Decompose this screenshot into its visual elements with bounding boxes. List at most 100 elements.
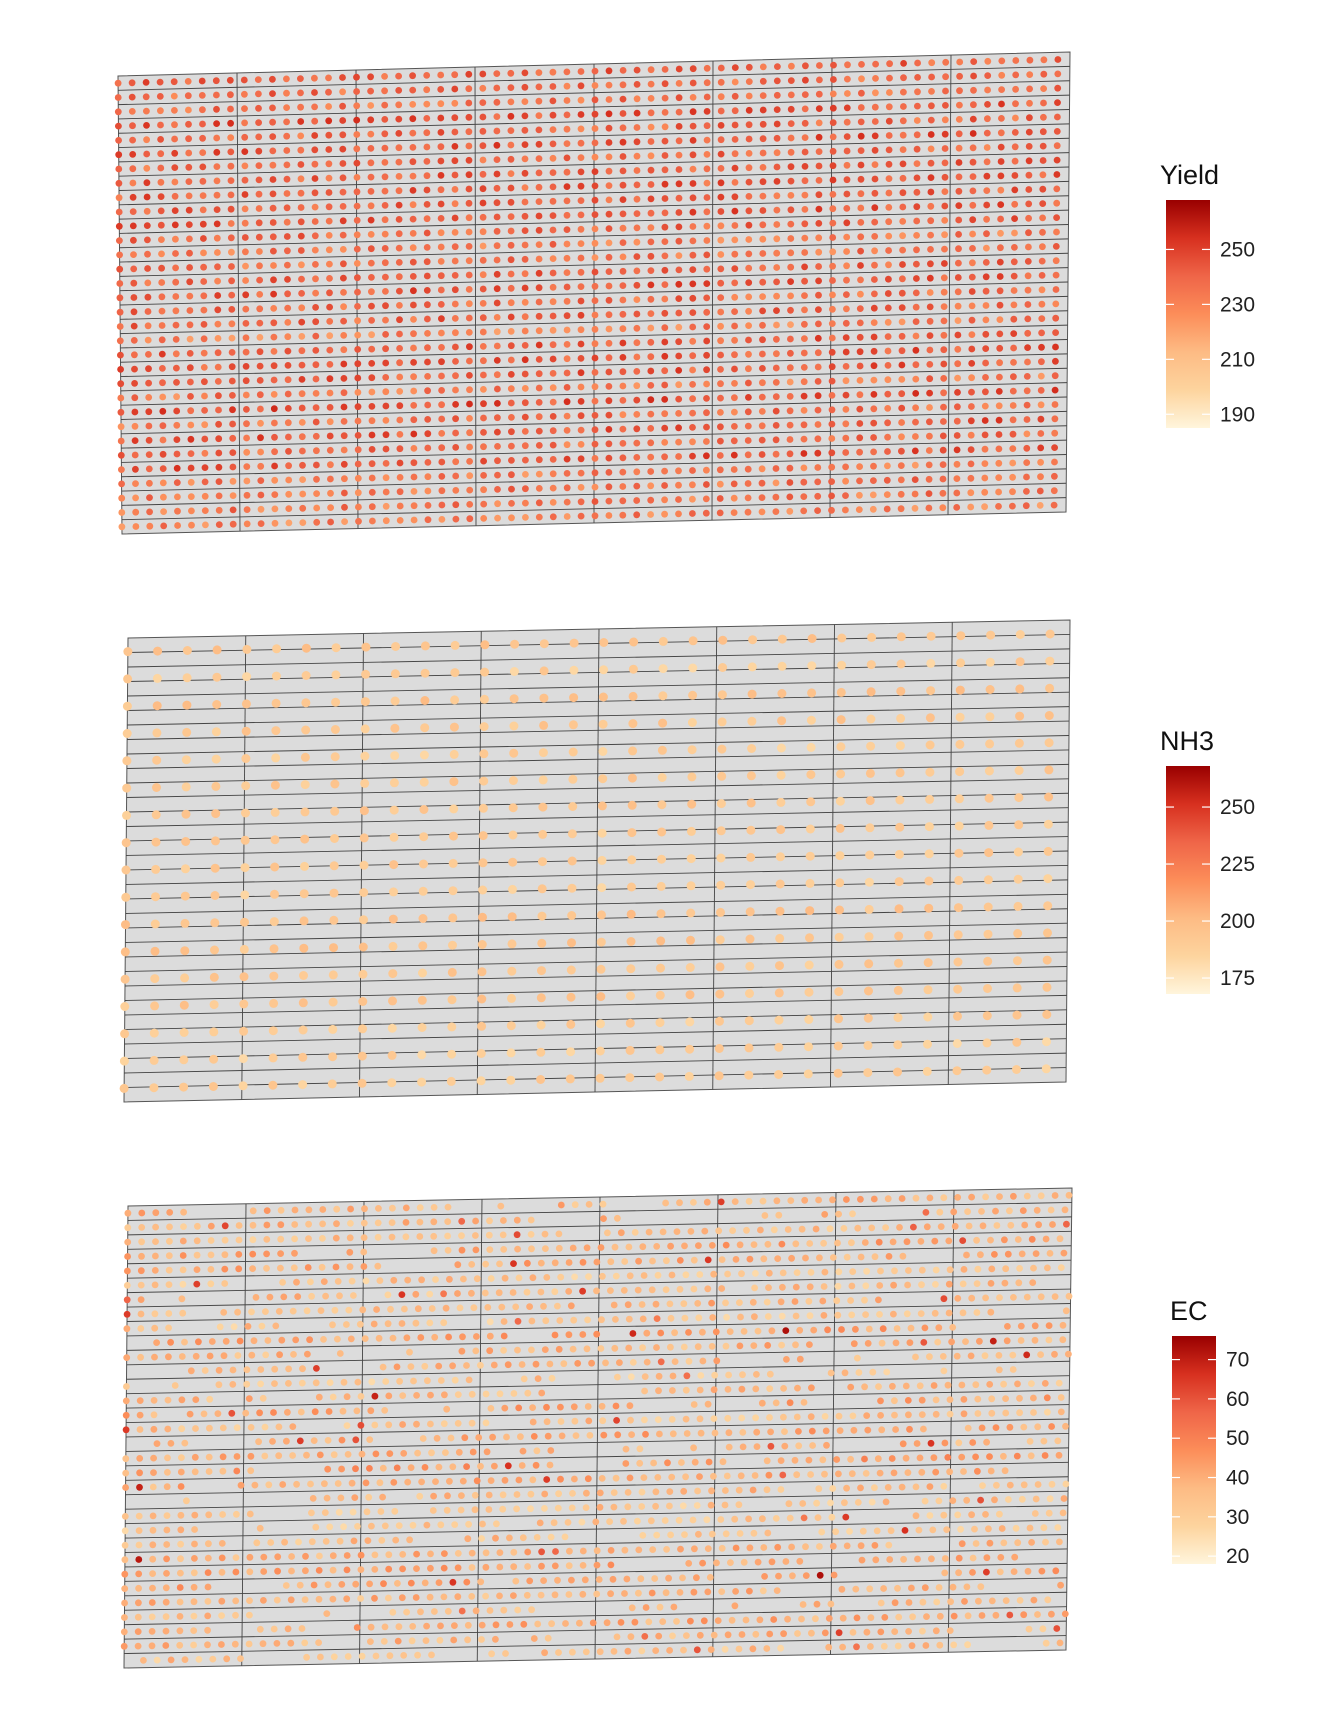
data-point (443, 1405, 451, 1413)
data-point (742, 1616, 750, 1624)
data-point (285, 490, 293, 498)
data-point (717, 337, 724, 345)
data-point (239, 944, 249, 954)
data-point (281, 1538, 288, 1546)
data-point (808, 1427, 816, 1435)
data-point (855, 506, 863, 513)
data-point (368, 431, 376, 439)
data-point (508, 485, 515, 493)
data-point (717, 380, 724, 388)
data-point (206, 1352, 214, 1360)
data-point (269, 161, 277, 169)
data-point (1000, 1452, 1007, 1460)
data-point (675, 438, 682, 446)
data-point (731, 164, 739, 172)
data-point (703, 151, 711, 158)
data-point (992, 1424, 1000, 1431)
data-point (704, 1400, 712, 1408)
data-point (885, 103, 893, 111)
data-point (187, 464, 195, 472)
data-point (896, 686, 906, 696)
data-point (657, 1358, 665, 1366)
data-point (619, 110, 627, 117)
data-point (437, 186, 445, 194)
data-point (387, 1078, 397, 1088)
data-point (198, 92, 206, 99)
data-point (477, 1578, 485, 1586)
legend-tick-label: 70 (1226, 1349, 1249, 1372)
data-point (398, 1291, 406, 1298)
data-point (787, 206, 795, 214)
data-point (758, 508, 766, 516)
data-point (661, 166, 669, 174)
grid-row-line (121, 468, 1067, 492)
data-point (597, 855, 607, 865)
data-point (731, 380, 738, 387)
data-point (465, 257, 473, 265)
data-point (675, 209, 683, 216)
data-point (358, 969, 368, 979)
data-point (368, 503, 376, 511)
data-point (192, 1396, 200, 1403)
data-point (290, 1264, 298, 1272)
data-point (745, 307, 752, 315)
data-point (285, 433, 292, 441)
data-point (680, 1343, 688, 1351)
data-point (577, 469, 585, 477)
data-point (689, 510, 696, 517)
data-point (465, 228, 473, 236)
data-point (551, 1259, 559, 1267)
data-point (871, 204, 879, 212)
data-point (689, 467, 696, 474)
data-point (779, 1283, 786, 1291)
data-point (422, 1637, 430, 1644)
data-point (647, 396, 655, 404)
data-point (451, 257, 459, 265)
data-point (479, 84, 487, 92)
data-point (745, 1198, 753, 1205)
data-point (996, 359, 1003, 367)
data-point (815, 105, 823, 112)
data-point (806, 770, 816, 780)
data-point (214, 249, 221, 256)
data-point (315, 1639, 322, 1646)
data-point (330, 752, 340, 762)
data-point (123, 1296, 131, 1304)
data-point (772, 422, 780, 429)
data-point (271, 419, 278, 427)
data-point (577, 326, 585, 334)
data-point (577, 96, 585, 104)
data-point (298, 1080, 308, 1090)
data-point (358, 1024, 368, 1034)
data-point (731, 322, 738, 330)
data-point (963, 1251, 970, 1259)
data-point (521, 198, 529, 206)
data-point (284, 261, 291, 269)
data-point (374, 1219, 382, 1227)
data-point (884, 362, 892, 369)
data-point (954, 374, 961, 382)
data-point (463, 1362, 470, 1369)
data-point (382, 359, 390, 367)
data-point (619, 224, 627, 232)
data-point (367, 1638, 374, 1645)
data-point (593, 1590, 601, 1598)
data-point (983, 956, 993, 966)
data-point (472, 1607, 480, 1615)
data-point (158, 264, 166, 272)
data-point (214, 335, 222, 342)
data-point (325, 189, 333, 196)
data-point (478, 1621, 486, 1629)
data-point (270, 305, 278, 312)
data-point (725, 1371, 732, 1379)
data-point (805, 878, 815, 888)
data-point (535, 155, 543, 163)
data-point (1044, 1408, 1051, 1416)
data-point (899, 131, 907, 139)
data-point (121, 1556, 129, 1564)
data-point (745, 193, 753, 200)
data-point (636, 1459, 644, 1467)
data-point (841, 1499, 848, 1507)
data-point (816, 1254, 823, 1262)
data-point (996, 301, 1004, 309)
